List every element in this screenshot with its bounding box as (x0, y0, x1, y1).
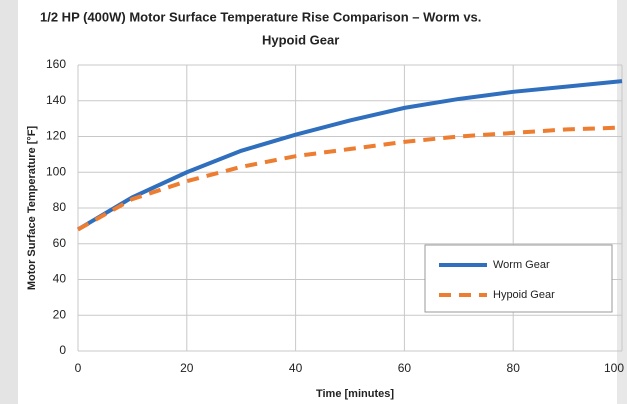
legend-box (424, 244, 613, 313)
chart-title: 1/2 HP (400W) Motor Surface Temperature … (40, 9, 481, 24)
y-tick-label: 160 (46, 57, 66, 71)
y-tick-label: 120 (46, 129, 66, 143)
y-tick-label: 40 (53, 272, 67, 286)
x-tick-label: 0 (75, 361, 82, 375)
y-axis-label: Motor Surface Temperature [°F] (26, 126, 38, 291)
series-line (77, 125, 623, 232)
y-tick-label: 140 (46, 93, 66, 107)
legend-label: Worm Gear (493, 259, 550, 271)
legend-label: Hypoid Gear (493, 289, 555, 301)
x-tick-label: 20 (180, 361, 194, 375)
x-tick-label: 100 (604, 361, 624, 375)
x-tick-label: 40 (289, 361, 303, 375)
x-axis-label: Time [minutes] (316, 388, 394, 400)
series-line (76, 79, 623, 232)
y-tick-label: 0 (59, 343, 66, 357)
side-strip (0, 0, 18, 404)
x-tick-label: 80 (507, 361, 521, 375)
chart-title: Hypoid Gear (262, 32, 339, 47)
x-tick-label: 60 (398, 361, 412, 375)
y-tick-label: 60 (53, 236, 67, 250)
y-tick-label: 100 (46, 164, 66, 178)
y-tick-label: 80 (53, 200, 67, 214)
y-tick-label: 20 (53, 307, 67, 321)
